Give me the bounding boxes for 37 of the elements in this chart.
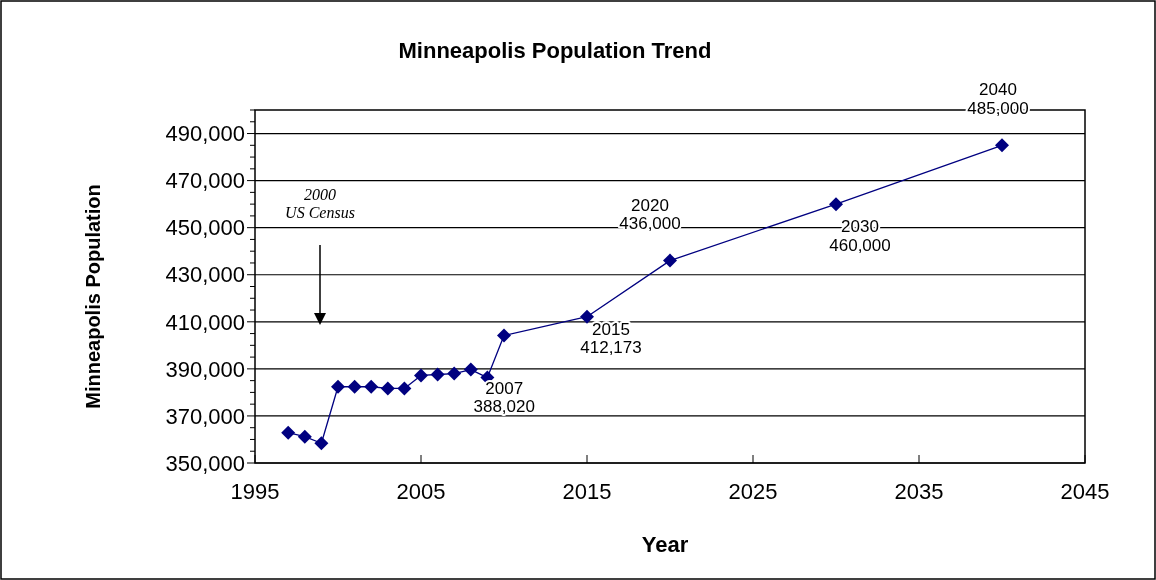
- annotation: 2007 388,020: [473, 378, 535, 417]
- point: [663, 253, 677, 268]
- y-tick-label: 430,000: [165, 262, 245, 288]
- y-tick-label: 390,000: [165, 356, 245, 382]
- point: [281, 425, 296, 440]
- y-tick-label: 370,000: [165, 403, 245, 429]
- y-tick-label: 350,000: [165, 450, 245, 476]
- y-tick-label: 450,000: [165, 215, 245, 241]
- point: [331, 379, 345, 394]
- point: [447, 366, 462, 381]
- y-tick-label: 470,000: [165, 168, 245, 194]
- x-tick-label: 1995: [230, 479, 280, 504]
- point: [497, 328, 511, 343]
- point: [414, 368, 428, 383]
- annotation: 2015 412,173: [580, 319, 642, 358]
- x-tick-label: 2015: [562, 479, 612, 504]
- point: [397, 381, 412, 396]
- annotation: 2000 US Census: [285, 186, 355, 221]
- chart-title: Minneapolis Population Trend: [398, 38, 712, 63]
- point: [995, 138, 1009, 153]
- point: [297, 429, 312, 444]
- point: [347, 379, 362, 394]
- point: [463, 362, 478, 377]
- point: [580, 309, 594, 324]
- point: [430, 367, 445, 382]
- point: [364, 379, 379, 394]
- x-tick-label: 2045: [1060, 479, 1110, 504]
- y-tick-label: 410,000: [165, 309, 245, 335]
- x-tick-label: 2005: [396, 479, 446, 504]
- point: [829, 197, 843, 212]
- point: [314, 436, 329, 451]
- point: [380, 381, 395, 396]
- x-axis-title: Year: [641, 532, 689, 557]
- x-tick-label: 2035: [894, 479, 944, 504]
- y-tick-label: 490,000: [165, 121, 245, 147]
- x-tick-label: 2025: [728, 479, 778, 504]
- y-axis-title: Minneapolis Population: [82, 184, 104, 409]
